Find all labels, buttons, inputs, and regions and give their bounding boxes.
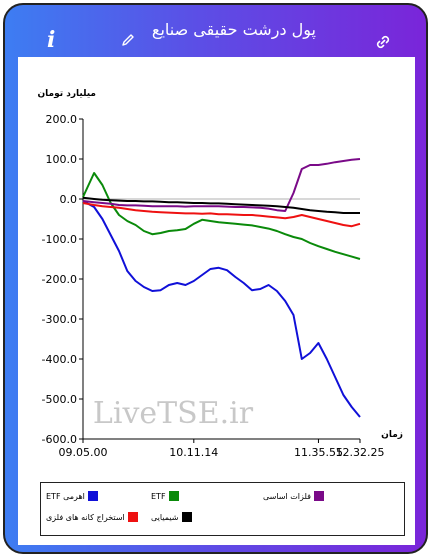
y-axis-label: میلیارد تومان: [37, 89, 96, 99]
y-tick-label: 100.0: [46, 153, 78, 166]
series-line-3: [82, 202, 361, 228]
legend-item-basic-metals[interactable]: فلزات اساسی: [263, 491, 324, 501]
tick-labels: 200.0 100.0 0.0 -100.0 -200.0 -300.0 -400.0 -50…: [42, 113, 385, 459]
header-bar: i پول درشت حقیقی صنایع: [5, 5, 426, 57]
legend-item-etf[interactable]: ETF: [151, 491, 179, 501]
x-tick-label: 12.32.25: [336, 446, 385, 459]
x-tick-label: 11.35.55: [294, 446, 343, 459]
legend-swatch: [313, 491, 324, 501]
legend-label: استخراج کانه های فلزی: [46, 512, 125, 522]
chart-axes: [79, 118, 361, 443]
legend-swatch: [181, 512, 192, 522]
y-tick-label: -600.0: [42, 433, 77, 446]
page-title: پول درشت حقیقی صنایع: [151, 20, 316, 39]
y-tick-label: -100.0: [42, 233, 77, 246]
x-axis-label: زمان: [381, 430, 403, 440]
y-tick-label: 200.0: [46, 113, 78, 126]
y-tick-label: 0.0: [60, 193, 78, 206]
x-tick-label: 09.05.00: [59, 446, 108, 459]
legend-label: شیمیایی: [151, 512, 179, 522]
legend-swatch: [168, 491, 179, 501]
legend-item-leveraged-etf[interactable]: اهرمی ETF: [46, 491, 98, 501]
legend-swatch: [87, 491, 98, 501]
chart-legend: اهرمی ETF ETF فلزات اساسی استخراج کانه ه…: [40, 482, 405, 536]
legend-label: اهرمی ETF: [46, 491, 85, 501]
app-frame: i پول درشت حقیقی صنایع میلیارد تومان زما…: [3, 3, 428, 554]
x-tick-label: 10.11.14: [169, 446, 218, 459]
line-chart: میلیارد تومان زمان LiveTSE.ir 200.0 100.0…: [37, 89, 403, 459]
y-tick-label: -500.0: [42, 393, 77, 406]
legend-item-metal-ore-mining[interactable]: استخراج کانه های فلزی: [46, 512, 138, 522]
series-line-2: [82, 158, 361, 212]
link-icon[interactable]: [374, 33, 392, 51]
watermark: LiveTSE.ir: [93, 396, 254, 431]
pencil-icon[interactable]: [121, 33, 135, 47]
info-icon[interactable]: i: [47, 27, 56, 53]
legend-swatch: [127, 512, 138, 522]
y-tick-label: -400.0: [42, 353, 77, 366]
series-line-1: [82, 172, 361, 260]
y-tick-label: -300.0: [42, 313, 77, 326]
legend-label: ETF: [151, 491, 166, 501]
y-tick-label: -200.0: [42, 273, 77, 286]
series-line-0: [82, 200, 361, 418]
legend-label: فلزات اساسی: [263, 491, 311, 501]
series-lines: [82, 158, 361, 418]
series-line-4: [82, 196, 360, 214]
legend-item-chemicals[interactable]: شیمیایی: [151, 512, 192, 522]
chart-card: میلیارد تومان زمان LiveTSE.ir 200.0 100.0…: [18, 57, 415, 545]
